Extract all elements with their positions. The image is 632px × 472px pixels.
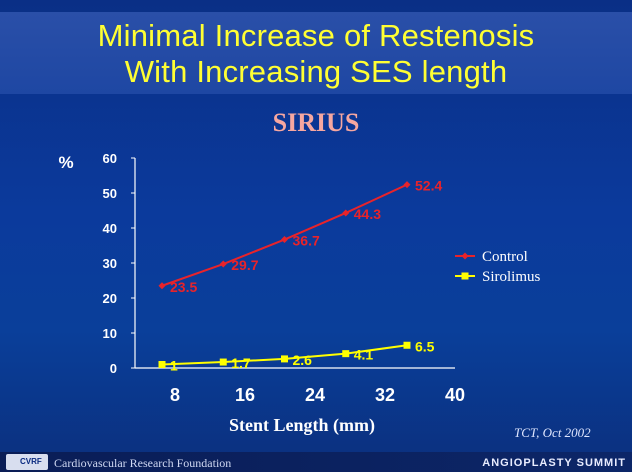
footer-brand: ANGIOPLASTY SUMMIT (482, 457, 626, 469)
data-label-control: 44.3 (354, 206, 381, 222)
data-point-sirolimus (342, 350, 350, 358)
chart-subtitle: SIRIUS (272, 108, 360, 137)
x-tick-label: 24 (305, 385, 325, 405)
data-point-sirolimus (158, 361, 166, 368)
y-tick-label: 40 (103, 221, 117, 236)
data-label-control: 52.4 (415, 178, 442, 194)
data-point-sirolimus (281, 355, 288, 363)
data-label-sirolimus: 1.7 (231, 355, 251, 371)
series-line-control (161, 183, 408, 287)
cvrf-logo-text: CVRF (20, 457, 42, 466)
data-point-sirolimus (219, 358, 227, 366)
legend-marker-control (461, 252, 469, 260)
y-tick-label: 50 (103, 186, 117, 201)
slide-title-line1: Minimal Increase of Restenosis (97, 18, 535, 53)
data-point-control (158, 282, 166, 290)
data-label-sirolimus: 1 (170, 358, 178, 374)
x-tick-label: 32 (375, 385, 395, 405)
data-label-sirolimus: 4.1 (354, 347, 374, 363)
data-label-control: 29.7 (231, 257, 258, 273)
y-tick-label: 20 (103, 291, 117, 306)
slide-title-line2: With Increasing SES length (124, 54, 508, 89)
title-band (0, 12, 632, 94)
legend-marker-sirolimus (461, 272, 469, 280)
data-label-sirolimus: 2.6 (293, 352, 313, 368)
y-tick-label: 10 (103, 326, 117, 341)
data-point-control (342, 209, 350, 217)
x-tick-label: 40 (445, 385, 465, 405)
x-axis-label: Stent Length (mm) (229, 415, 375, 436)
x-tick-label: 16 (235, 385, 255, 405)
data-point-control (219, 260, 227, 268)
y-axis-label: % (58, 153, 73, 172)
legend-label-control: Control (482, 249, 528, 265)
footer-bar (0, 452, 632, 472)
data-label-control: 36.7 (293, 233, 320, 249)
cvrf-logo (6, 454, 48, 470)
y-tick-label: 0 (110, 361, 117, 376)
x-tick-label: 8 (170, 385, 180, 405)
data-point-control (281, 236, 288, 244)
footer-organization: Cardiovascular Research Foundation (54, 456, 232, 470)
legend-label-sirolimus: Sirolimus (482, 269, 541, 285)
y-tick-label: 60 (103, 151, 117, 166)
data-label-sirolimus: 6.5 (415, 338, 435, 354)
data-point-control (403, 181, 411, 189)
source-citation: TCT, Oct 2002 (514, 425, 591, 440)
y-tick-label: 30 (103, 256, 117, 271)
data-label-control: 23.5 (170, 279, 197, 295)
data-point-sirolimus (403, 341, 411, 349)
